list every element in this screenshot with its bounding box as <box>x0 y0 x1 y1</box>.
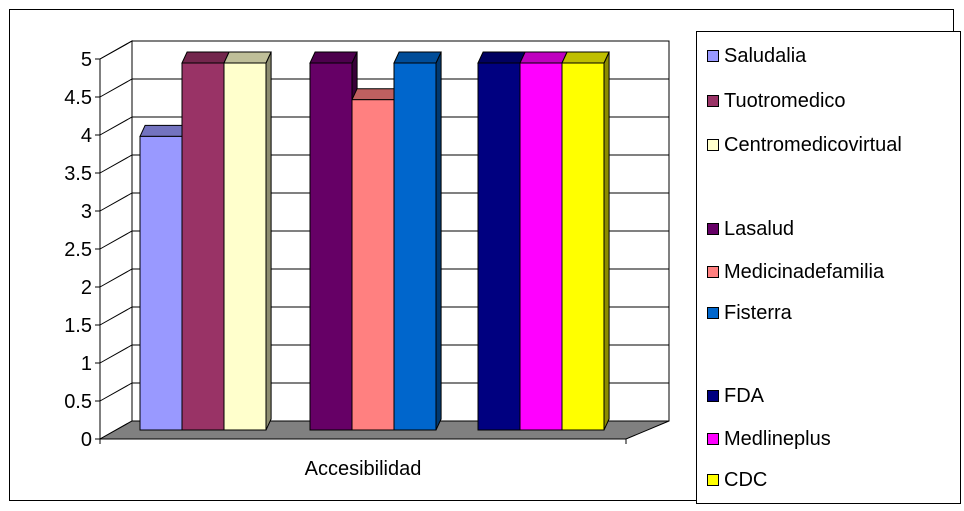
legend-swatch <box>707 266 719 278</box>
bar-front <box>223 62 267 431</box>
bar-top <box>181 51 230 64</box>
bar-front <box>519 62 563 431</box>
bar-chart: 0 0.5 1 1.5 2 2.5 3 3.5 4 4.5 5 Accesibilidad <box>64 40 670 480</box>
bar-top <box>477 51 526 64</box>
legend-swatch <box>707 95 719 107</box>
legend-label: Centromedicovirtual <box>724 133 902 156</box>
legend-swatch <box>707 474 719 486</box>
legend-label: Lasalud <box>724 217 795 240</box>
y-tick-label: 0 <box>81 429 92 451</box>
legend-label: Tuotromedico <box>724 89 846 112</box>
y-tick-label: 4 <box>81 125 92 147</box>
y-tick-label: 3 <box>81 201 92 223</box>
bar-front <box>309 62 353 431</box>
bar-front <box>139 135 183 431</box>
bar-saludalia <box>139 124 188 431</box>
legend-label: CDC <box>724 468 768 491</box>
bar-top <box>561 51 610 64</box>
bar-side <box>435 51 442 431</box>
y-tick-label: 2 <box>81 277 92 299</box>
y-tick-label: 4.5 <box>64 87 92 109</box>
bar-side <box>603 51 610 431</box>
y-tick-label: 1.5 <box>64 315 92 337</box>
legend-item: Lasalud <box>707 217 794 241</box>
bar-top <box>393 51 442 64</box>
bar-medlineplus <box>519 51 568 431</box>
bar-top <box>223 51 272 64</box>
bar-fda <box>477 51 526 431</box>
legend-item: CDC <box>707 468 767 492</box>
bar-side <box>265 51 272 431</box>
axes: 0 0.5 1 1.5 2 2.5 3 3.5 4 4.5 5 Accesibilidad <box>64 49 627 480</box>
bar-top <box>309 51 358 64</box>
legend-item: FDA <box>707 384 764 408</box>
legend-item: Fisterra <box>707 301 792 325</box>
bar-front <box>393 62 437 431</box>
chart-frame: 0 0.5 1 1.5 2 2.5 3 3.5 4 4.5 5 Accesibilidad Salud… <box>9 9 961 504</box>
bar-fisterra <box>393 51 442 431</box>
legend-label: FDA <box>724 384 764 407</box>
legend-item: Centromedicovirtual <box>707 133 902 157</box>
bar-tuotromedico <box>181 51 230 431</box>
legend-swatch <box>707 433 719 445</box>
legend-item: Medicinadefamilia <box>707 260 884 284</box>
x-tick-label: Accesibilidad <box>305 458 422 480</box>
y-tick-label: 0.5 <box>64 391 92 413</box>
bar-medicinadefamilia <box>351 88 400 431</box>
legend-swatch <box>707 223 719 235</box>
gridline <box>99 40 669 60</box>
legend-swatch <box>707 307 719 319</box>
legend-label: Fisterra <box>724 301 792 324</box>
bar-front <box>181 62 225 431</box>
legend-item: Medlineplus <box>707 427 831 451</box>
bar-top <box>351 88 400 101</box>
legend-swatch <box>707 50 719 62</box>
bars <box>139 51 610 431</box>
legend-swatch <box>707 139 719 151</box>
bar-front <box>477 62 521 431</box>
bar-front <box>351 99 395 431</box>
bar-top <box>519 51 568 64</box>
y-tick-label: 5 <box>81 49 92 71</box>
bar-lasalud <box>309 51 358 431</box>
legend-label: Medicinadefamilia <box>724 260 885 283</box>
legend-label: Saludalia <box>724 44 807 67</box>
legend-item: Tuotromedico <box>707 89 846 113</box>
y-tick-label: 2.5 <box>64 239 92 261</box>
legend-label: Medlineplus <box>724 427 831 450</box>
legend-swatch <box>707 390 719 402</box>
y-tick-label: 3.5 <box>64 163 92 185</box>
bar-front <box>561 62 605 431</box>
bar-cdc <box>561 51 610 431</box>
y-tick-label: 1 <box>81 353 92 375</box>
legend: Saludalia Tuotromedico Centromedicovirtual… <box>696 31 961 504</box>
legend-item: Saludalia <box>707 44 806 68</box>
bar-top <box>139 124 188 137</box>
bar-centromedicovirtual <box>223 51 272 431</box>
